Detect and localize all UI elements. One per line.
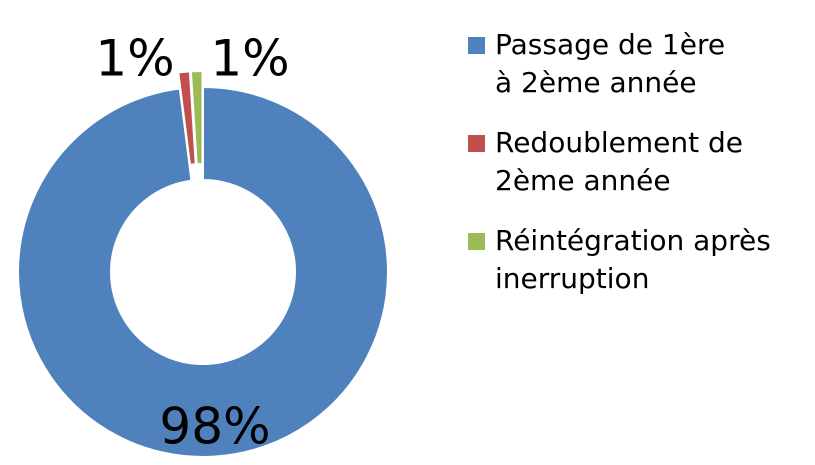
legend: Passage de 1ère à 2ème année Redoublement… [468,26,808,320]
donut-slice [189,70,204,166]
legend-swatch [468,135,485,152]
legend-item: Passage de 1ère à 2ème année [468,26,808,102]
data-label: 1% [210,30,289,88]
donut-slice [17,85,389,458]
data-label: 98% [159,398,270,456]
legend-item: Redoublement de 2ème année [468,124,808,200]
legend-label: Redoublement de 2ème année [495,126,743,197]
legend-swatch [468,233,485,250]
donut-slice [177,70,197,166]
legend-label: Passage de 1ère à 2ème année [495,28,726,99]
legend-item: Réintégration après inerruption [468,222,808,298]
legend-swatch [468,37,485,54]
data-label: 1% [95,30,174,88]
legend-label: Réintégration après inerruption [495,224,771,295]
